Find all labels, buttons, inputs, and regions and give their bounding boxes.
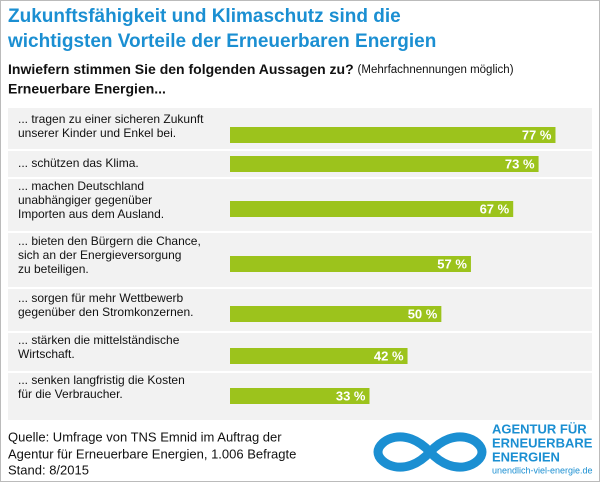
category-label: unabhängiger gegenüber <box>18 193 152 207</box>
category-label: ... schützen das Klima. <box>18 156 139 170</box>
logo-url: unendlich-viel-energie.de <box>492 465 593 475</box>
category-label: Importen aus dem Ausland. <box>18 207 164 221</box>
category-label: für die Verbraucher. <box>18 387 123 401</box>
data-label: 67 % <box>480 201 510 216</box>
bar <box>230 156 539 172</box>
chart-title: wichtigsten Vorteile der Erneuerbaren En… <box>7 31 436 52</box>
category-label: ... stärken die mittelständische <box>18 333 180 347</box>
bar <box>230 388 370 404</box>
data-label: 50 % <box>408 306 438 321</box>
logo-icon <box>373 432 487 472</box>
source: Stand: 8/2015 <box>8 462 89 477</box>
category-label: ... bieten den Bürgern die Chance, <box>18 234 201 248</box>
data-label: 57 % <box>437 256 467 271</box>
chart-title: Zukunftsfähigkeit und Klimaschutz sind d… <box>8 6 401 27</box>
category-label: unserer Kinder und Enkel bei. <box>18 126 176 140</box>
data-label: 33 % <box>336 388 366 403</box>
bar <box>230 348 408 364</box>
category-label: ... machen Deutschland <box>18 179 144 193</box>
logo-text: AGENTUR FÜR <box>492 421 587 436</box>
subject: Erneuerbare Energien... <box>8 81 166 97</box>
category-label: ... senken langfristig die Kosten <box>18 373 185 387</box>
category-label: sich an der Energieversorgung <box>18 248 181 262</box>
category-label: ... sorgen für mehr Wettbewerb <box>18 291 184 305</box>
bar <box>230 256 471 272</box>
bar <box>230 127 556 143</box>
data-label: 73 % <box>505 156 535 171</box>
subtitle: Inwiefern stimmen Sie den folgenden Auss… <box>8 61 514 77</box>
bar <box>230 306 442 322</box>
category-label: gegenüber den Stromkonzernen. <box>18 305 193 319</box>
source: Agentur für Erneuerbare Energien, 1.006 … <box>8 446 296 461</box>
logo-text: ERNEUERBARE <box>492 435 593 450</box>
data-label: 77 % <box>522 127 552 142</box>
subtitle-main: Inwiefern stimmen Sie den folgenden Auss… <box>8 61 354 77</box>
category-label: Wirtschaft. <box>18 347 75 361</box>
category-label: ... tragen zu einer sicheren Zukunft <box>18 112 204 126</box>
source: Quelle: Umfrage von TNS Emnid im Auftrag… <box>8 429 282 444</box>
bar <box>230 201 514 217</box>
category-label: zu beteiligen. <box>18 262 89 276</box>
data-label: 42 % <box>374 348 404 363</box>
logo-text: ENERGIEN <box>492 449 560 464</box>
subtitle-note: (Mehrfachnennungen möglich) <box>358 64 514 76</box>
